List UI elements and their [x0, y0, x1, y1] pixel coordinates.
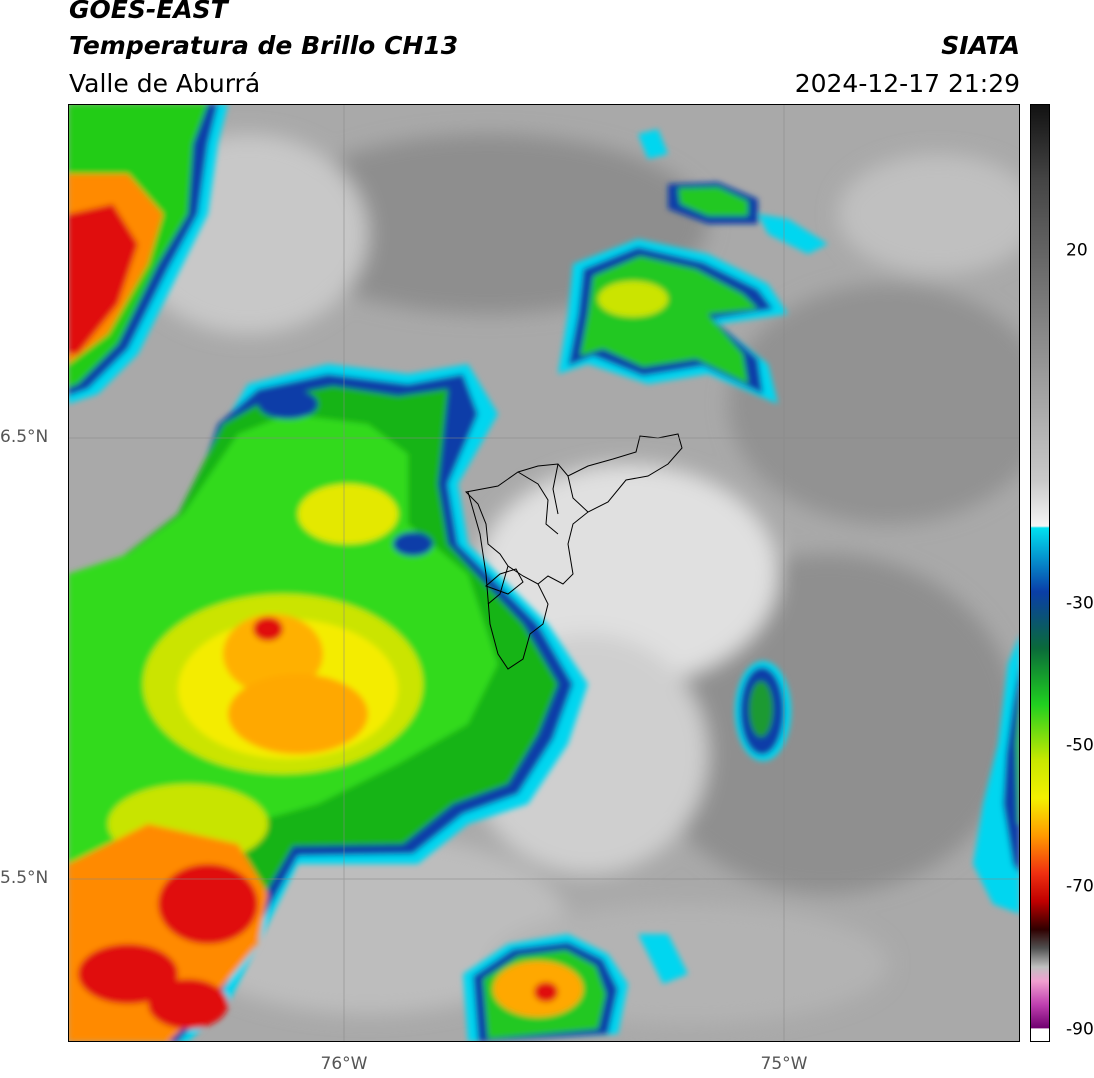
lat-label-6-5: 6.5°N — [0, 427, 49, 447]
colorbar-tick-minus50: -50 — [1066, 735, 1094, 756]
colorbar-tick-20: 20 — [1066, 240, 1088, 261]
agency-label: SIATA — [941, 31, 1020, 60]
lon-label-76: 76°W — [320, 1054, 368, 1074]
colorbar-tick-minus90: -90 — [1066, 1019, 1094, 1040]
colorbar-tick-minus30: -30 — [1066, 593, 1094, 614]
northwest-storm — [68, 104, 228, 404]
region-label: Valle de Aburrá — [69, 69, 261, 98]
aburra-valley-outline — [464, 433, 683, 670]
colorbar — [1030, 104, 1050, 1042]
satellite-map — [68, 104, 1020, 1042]
grid-lines — [68, 104, 1020, 1042]
colorbar-tick-minus70: -70 — [1066, 876, 1094, 897]
southern-storm — [463, 934, 688, 1042]
map-border — [68, 104, 1020, 1042]
datetime-label: 2024-12-17 21:29 — [794, 69, 1020, 98]
northeast-storm — [558, 129, 828, 404]
satellite-title: GOES-EAST — [69, 0, 228, 24]
eastern-cell — [735, 661, 791, 761]
lon-label-75: 75°W — [760, 1054, 808, 1074]
product-title: Temperatura de Brillo CH13 — [69, 31, 459, 60]
lat-label-5-5: 5.5°N — [0, 868, 49, 888]
